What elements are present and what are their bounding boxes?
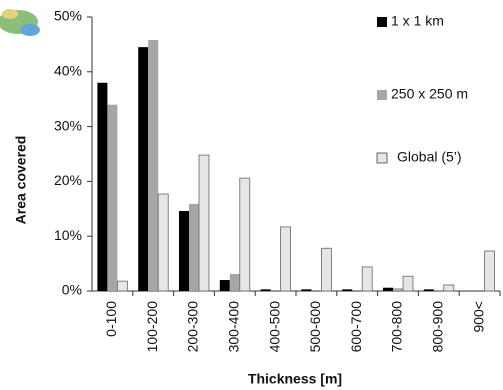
- x-tick-label: 200-300: [185, 301, 201, 353]
- page: {"chart_data": {"type": "bar", "x_label"…: [0, 0, 503, 390]
- bar: [383, 288, 393, 291]
- y-tick-label: 50%: [54, 8, 82, 24]
- bar: [434, 290, 444, 291]
- x-tick-label: 0-100: [103, 301, 119, 337]
- bar: [261, 289, 271, 291]
- x-tick-label: 500-600: [307, 301, 323, 353]
- bar: [199, 155, 209, 291]
- x-tick-label: 800-900: [430, 301, 446, 353]
- x-tick-label: 600-700: [348, 301, 364, 353]
- bar: [158, 194, 168, 291]
- x-tick-label: 400-500: [266, 301, 282, 353]
- bar: [148, 40, 158, 291]
- x-axis-title: Thickness [m]: [248, 371, 342, 387]
- bar: [393, 288, 403, 291]
- x-tick-label: 300-400: [226, 301, 242, 353]
- bar: [179, 211, 189, 291]
- bar: [107, 105, 117, 291]
- legend-label: 250 x 250 m: [391, 86, 468, 102]
- legend-marker: [377, 90, 387, 100]
- y-tick-label: 0%: [62, 282, 82, 298]
- bar: [362, 267, 372, 291]
- bar: [240, 178, 250, 291]
- bar: [97, 83, 107, 291]
- bar: [281, 227, 291, 291]
- x-tick-label: 100-200: [144, 301, 160, 353]
- bar: [485, 251, 495, 291]
- chart: Area covered Thickness [m] 0% 10% 20% 30% 40…: [0, 0, 503, 390]
- y-tick-label: 10%: [54, 227, 82, 243]
- y-tick-label: 30%: [54, 117, 82, 133]
- bar: [424, 289, 434, 291]
- bar: [301, 289, 311, 291]
- y-axis-title: Area covered: [13, 136, 29, 225]
- bar: [189, 204, 199, 291]
- y-tick-label: 20%: [54, 172, 82, 188]
- legend-label: 1 x 1 km: [391, 13, 444, 29]
- bar: [138, 47, 148, 291]
- y-tick-label: 40%: [54, 63, 82, 79]
- bar: [403, 276, 413, 291]
- bar: [117, 281, 127, 291]
- legend-marker: [377, 17, 387, 27]
- map-fragment: [0, 9, 40, 36]
- bar: [321, 248, 331, 291]
- legend-label: Global (5’): [397, 149, 462, 165]
- x-tick-label: 900<: [470, 301, 486, 333]
- bar: [230, 274, 240, 291]
- bar: [444, 285, 454, 291]
- bar: [342, 289, 352, 291]
- x-tick-label: 700-800: [389, 301, 405, 353]
- bar: [220, 280, 230, 291]
- legend-marker: [377, 153, 387, 163]
